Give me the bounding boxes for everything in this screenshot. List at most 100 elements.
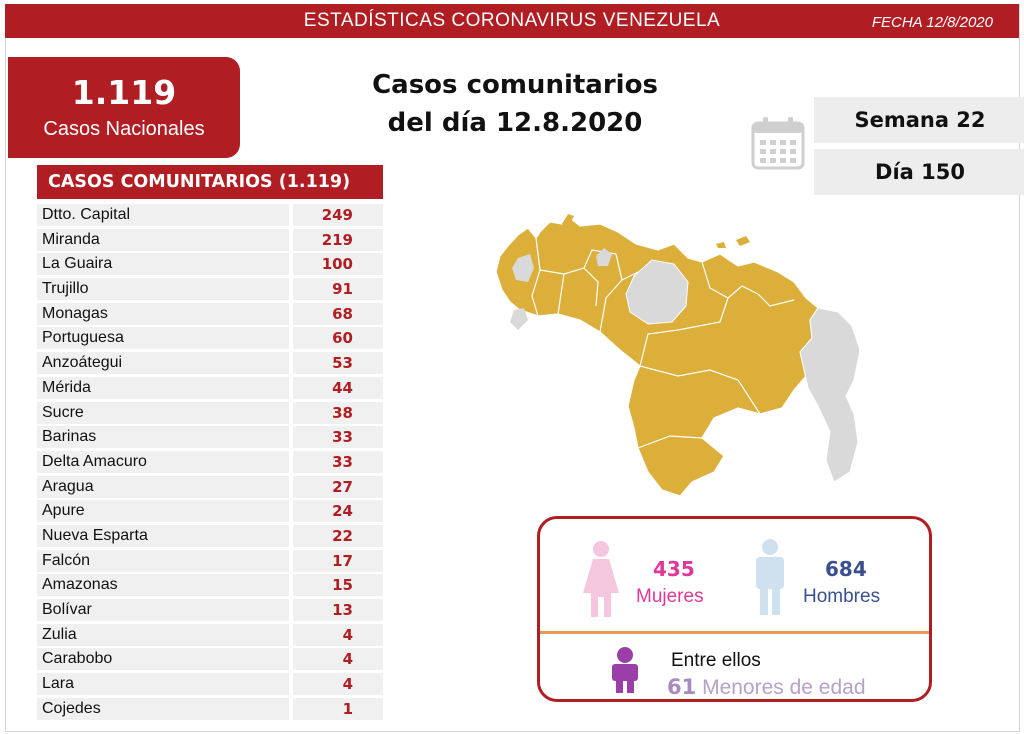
table-row: Anzoátegui 53 <box>37 352 383 377</box>
state-name: Zulia <box>37 623 289 646</box>
state-cases: 4 <box>293 623 383 646</box>
woman-icon <box>583 541 619 617</box>
state-name: Portuguesa <box>37 327 289 350</box>
state-name: Bolívar <box>37 599 289 621</box>
child-icon <box>612 647 638 693</box>
state-name: Anzoátegui <box>37 352 289 375</box>
table-row: Trujillo 91 <box>37 278 383 303</box>
women-count: 435 <box>653 557 695 581</box>
state-cases: 15 <box>293 574 383 597</box>
week-box: Semana 22 <box>814 97 1024 143</box>
state-name: Dtto. Capital <box>37 204 289 226</box>
state-cases: 100 <box>293 253 383 276</box>
cases-table: Dtto. Capital 249 Miranda 219 La Guaira 100 Tr… <box>37 204 383 722</box>
state-cases: 219 <box>293 228 383 251</box>
state-name: Barinas <box>37 426 289 449</box>
table-row: La Guaira 100 <box>37 253 383 278</box>
header-date: FECHA 12/8/2020 <box>871 14 993 31</box>
minors-intro: Entre ellos <box>671 650 761 671</box>
state-cases: 4 <box>293 673 383 696</box>
minors-count: 61 <box>667 675 697 699</box>
men-count: 684 <box>825 557 867 581</box>
state-name: Delta Amacuro <box>37 450 289 473</box>
table-row: Miranda 219 <box>37 228 383 254</box>
map-lake <box>512 254 534 282</box>
state-name: Miranda <box>37 228 289 251</box>
day-box: Día 150 <box>814 149 1024 195</box>
total-cases-box: 1.119 Casos Nacionales <box>8 57 240 158</box>
state-cases: 13 <box>293 599 383 621</box>
table-row: Dtto. Capital 249 <box>37 204 383 229</box>
map-island-2 <box>716 242 726 248</box>
men-label: Hombres <box>803 586 881 607</box>
table-row: Bolívar 13 <box>37 599 383 624</box>
map-affected-region <box>495 217 819 497</box>
state-name: Monagas <box>37 302 289 325</box>
state-cases: 60 <box>293 327 383 350</box>
table-row: Lara 4 <box>37 673 383 698</box>
map-unaffected-west <box>510 308 528 330</box>
map-unaffected-north <box>596 248 612 266</box>
venezuela-map <box>495 214 861 497</box>
minors-line: 61 Menores de edad <box>667 675 866 700</box>
state-name: Sucre <box>37 401 289 424</box>
state-name: Trujillo <box>37 278 289 301</box>
table-row: Amazonas 15 <box>37 574 383 599</box>
state-name: La Guaira <box>37 253 289 276</box>
state-name: Cojedes <box>37 697 289 720</box>
table-row: Carabobo 4 <box>37 648 383 673</box>
state-name: Lara <box>37 673 289 696</box>
women-label: Mujeres <box>636 586 704 607</box>
state-cases: 44 <box>293 376 383 399</box>
table-row: Monagas 68 <box>37 302 383 328</box>
total-cases-number: 1.119 <box>71 73 177 112</box>
table-row: Barinas 33 <box>37 426 383 451</box>
table-row: Falcón 17 <box>37 549 383 575</box>
total-cases-label: Casos Nacionales <box>43 118 205 140</box>
state-cases: 53 <box>293 352 383 375</box>
state-cases: 33 <box>293 426 383 449</box>
map-unaffected-east <box>799 307 861 483</box>
map-island <box>736 236 750 246</box>
state-cases: 22 <box>293 524 383 547</box>
map-peninsula <box>562 214 574 224</box>
table-row: Sucre 38 <box>37 401 383 427</box>
gender-box: 435 Mujeres 684 Hombres Entre ellos 61 M… <box>537 516 932 702</box>
state-cases: 38 <box>293 401 383 424</box>
header-title: ESTADÍSTICAS CORONAVIRUS VENEZUELA <box>303 10 721 31</box>
state-name: Amazonas <box>37 574 289 597</box>
header-bar: ESTADÍSTICAS CORONAVIRUS VENEZUELA FECHA… <box>5 4 1019 38</box>
table-header: CASOS COMUNITARIOS (1.119) <box>37 165 383 199</box>
minors-label: Menores de edad <box>702 676 866 699</box>
map-unaffected-central <box>625 259 689 325</box>
state-cases: 1 <box>293 697 383 720</box>
state-name: Nueva Esparta <box>37 524 289 547</box>
page-title-line2: del día 12.8.2020 <box>387 108 643 138</box>
man-icon <box>756 539 784 615</box>
state-cases: 68 <box>293 302 383 325</box>
state-cases: 33 <box>293 450 383 473</box>
state-cases: 91 <box>293 278 383 301</box>
state-cases: 24 <box>293 500 383 523</box>
state-name: Aragua <box>37 475 289 498</box>
table-row: Mérida 44 <box>37 376 383 402</box>
table-row: Apure 24 <box>37 500 383 525</box>
gender-divider <box>540 631 929 634</box>
table-row: Nueva Esparta 22 <box>37 524 383 550</box>
table-row: Cojedes 1 <box>37 697 383 723</box>
state-cases: 4 <box>293 648 383 671</box>
page-title-line1: Casos comunitarios <box>372 70 658 100</box>
table-row: Portuguesa 60 <box>37 327 383 352</box>
calendar-icon <box>751 117 805 170</box>
state-cases: 249 <box>293 204 383 226</box>
state-name: Carabobo <box>37 648 289 671</box>
state-name: Apure <box>37 500 289 523</box>
state-name: Falcón <box>37 549 289 572</box>
table-row: Delta Amacuro 33 <box>37 450 383 476</box>
state-cases: 17 <box>293 549 383 572</box>
state-cases: 27 <box>293 475 383 498</box>
page-title: Casos comunitarios del día 12.8.2020 <box>360 66 670 142</box>
table-row: Aragua 27 <box>37 475 383 501</box>
state-name: Mérida <box>37 376 289 399</box>
table-row: Zulia 4 <box>37 623 383 649</box>
